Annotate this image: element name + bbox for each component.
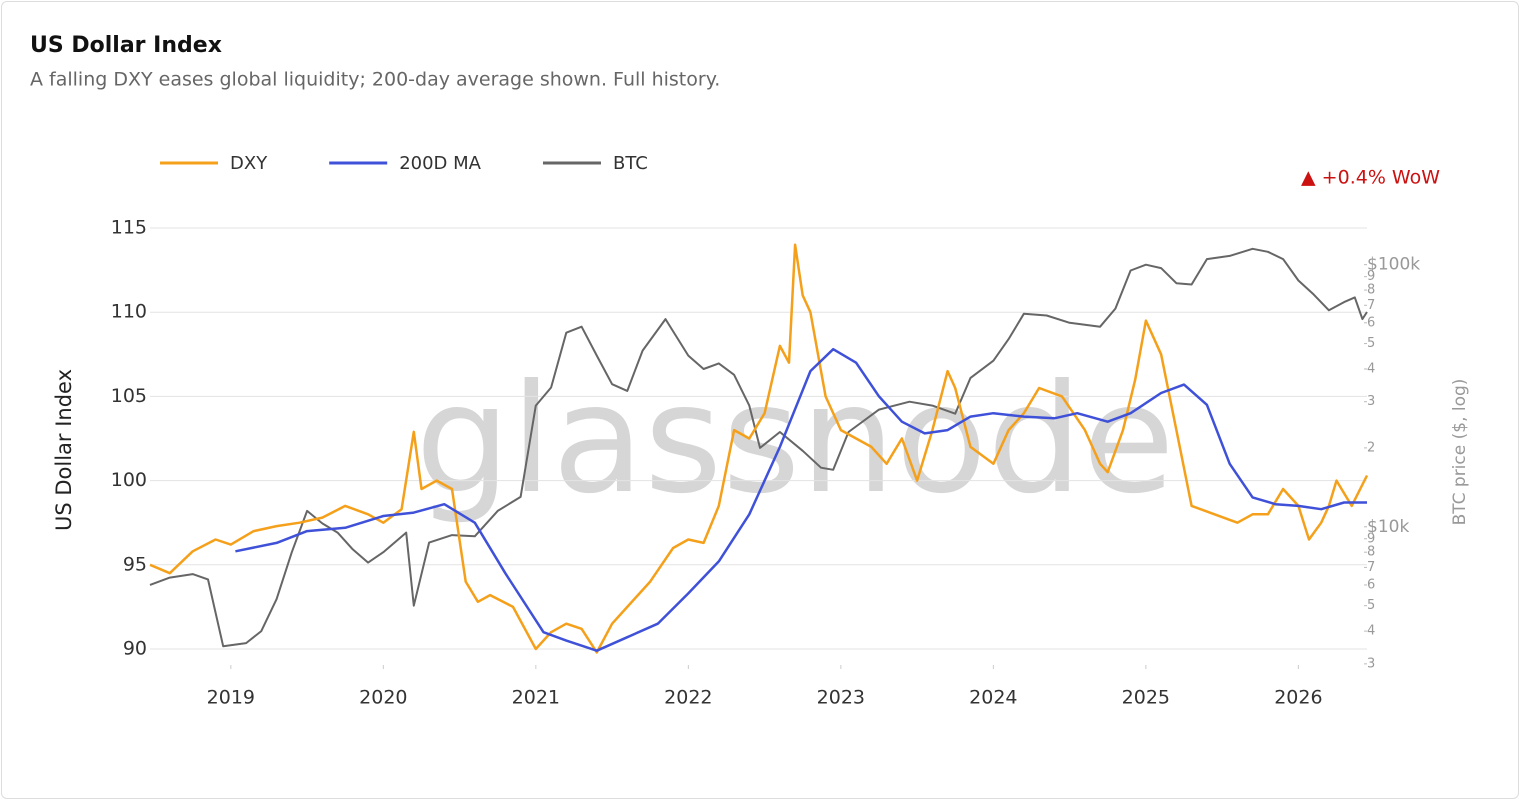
y2-tick-label: 6 (1367, 577, 1375, 592)
y2-tick-label: 5 (1367, 336, 1375, 351)
y2-tick-label: 6 (1367, 315, 1375, 330)
chart-subtitle: A falling DXY eases global liquidity; 20… (30, 69, 720, 91)
series-line (149, 247, 1368, 648)
x-tick-label: 2024 (969, 687, 1017, 709)
y2-tick-label: 2 (1367, 440, 1375, 455)
legend-label: BTC (613, 153, 648, 174)
x-tick-label: 2023 (817, 687, 865, 709)
series-line (235, 347, 1367, 652)
y2-axis-title: BTC price ($, log) (1450, 379, 1470, 526)
y2-tick-label: $10k (1367, 517, 1409, 537)
y2-tick-label: 5 (1367, 598, 1375, 613)
legend-label: DXY (230, 153, 268, 174)
series-line (149, 243, 1369, 654)
y-tick-label: 90 (123, 638, 147, 660)
y-tick-label: 115 (111, 217, 147, 239)
y2-tick-label: 7 (1367, 560, 1375, 575)
x-tick-label: 2022 (664, 687, 712, 709)
y2-tick-label: 9 (1367, 531, 1375, 546)
x-tick-label: 2020 (359, 687, 407, 709)
y2-tick-label: 3 (1367, 656, 1375, 671)
y2-tick-label: 8 (1367, 283, 1375, 298)
y2-tick-label: 4 (1367, 624, 1375, 639)
x-tick-label: 2025 (1122, 687, 1170, 709)
annotation: ▲ +0.4% WoW (1301, 167, 1440, 189)
y2-tick-label: 7 (1367, 298, 1375, 313)
x-tick-label: 2021 (512, 687, 560, 709)
y2-tick-label: 9 (1367, 269, 1375, 284)
y-axis-title: US Dollar Index (52, 369, 76, 531)
x-tick-label: 2026 (1274, 687, 1322, 709)
watermark: glassnode (415, 353, 1174, 527)
y-tick-label: 95 (123, 553, 147, 575)
x-tick-label: 2019 (207, 687, 255, 709)
y2-tick-label: $100k (1367, 255, 1420, 275)
y-tick-label: 105 (111, 385, 147, 407)
y-tick-label: 110 (111, 301, 147, 323)
y2-tick-label: 4 (1367, 361, 1375, 376)
y-tick-label: 100 (111, 469, 147, 491)
chart-title: US Dollar Index (30, 33, 222, 58)
y2-tick-label: 8 (1367, 545, 1375, 560)
y2-tick-label: 3 (1367, 394, 1375, 409)
legend-label: 200D MA (399, 153, 481, 174)
